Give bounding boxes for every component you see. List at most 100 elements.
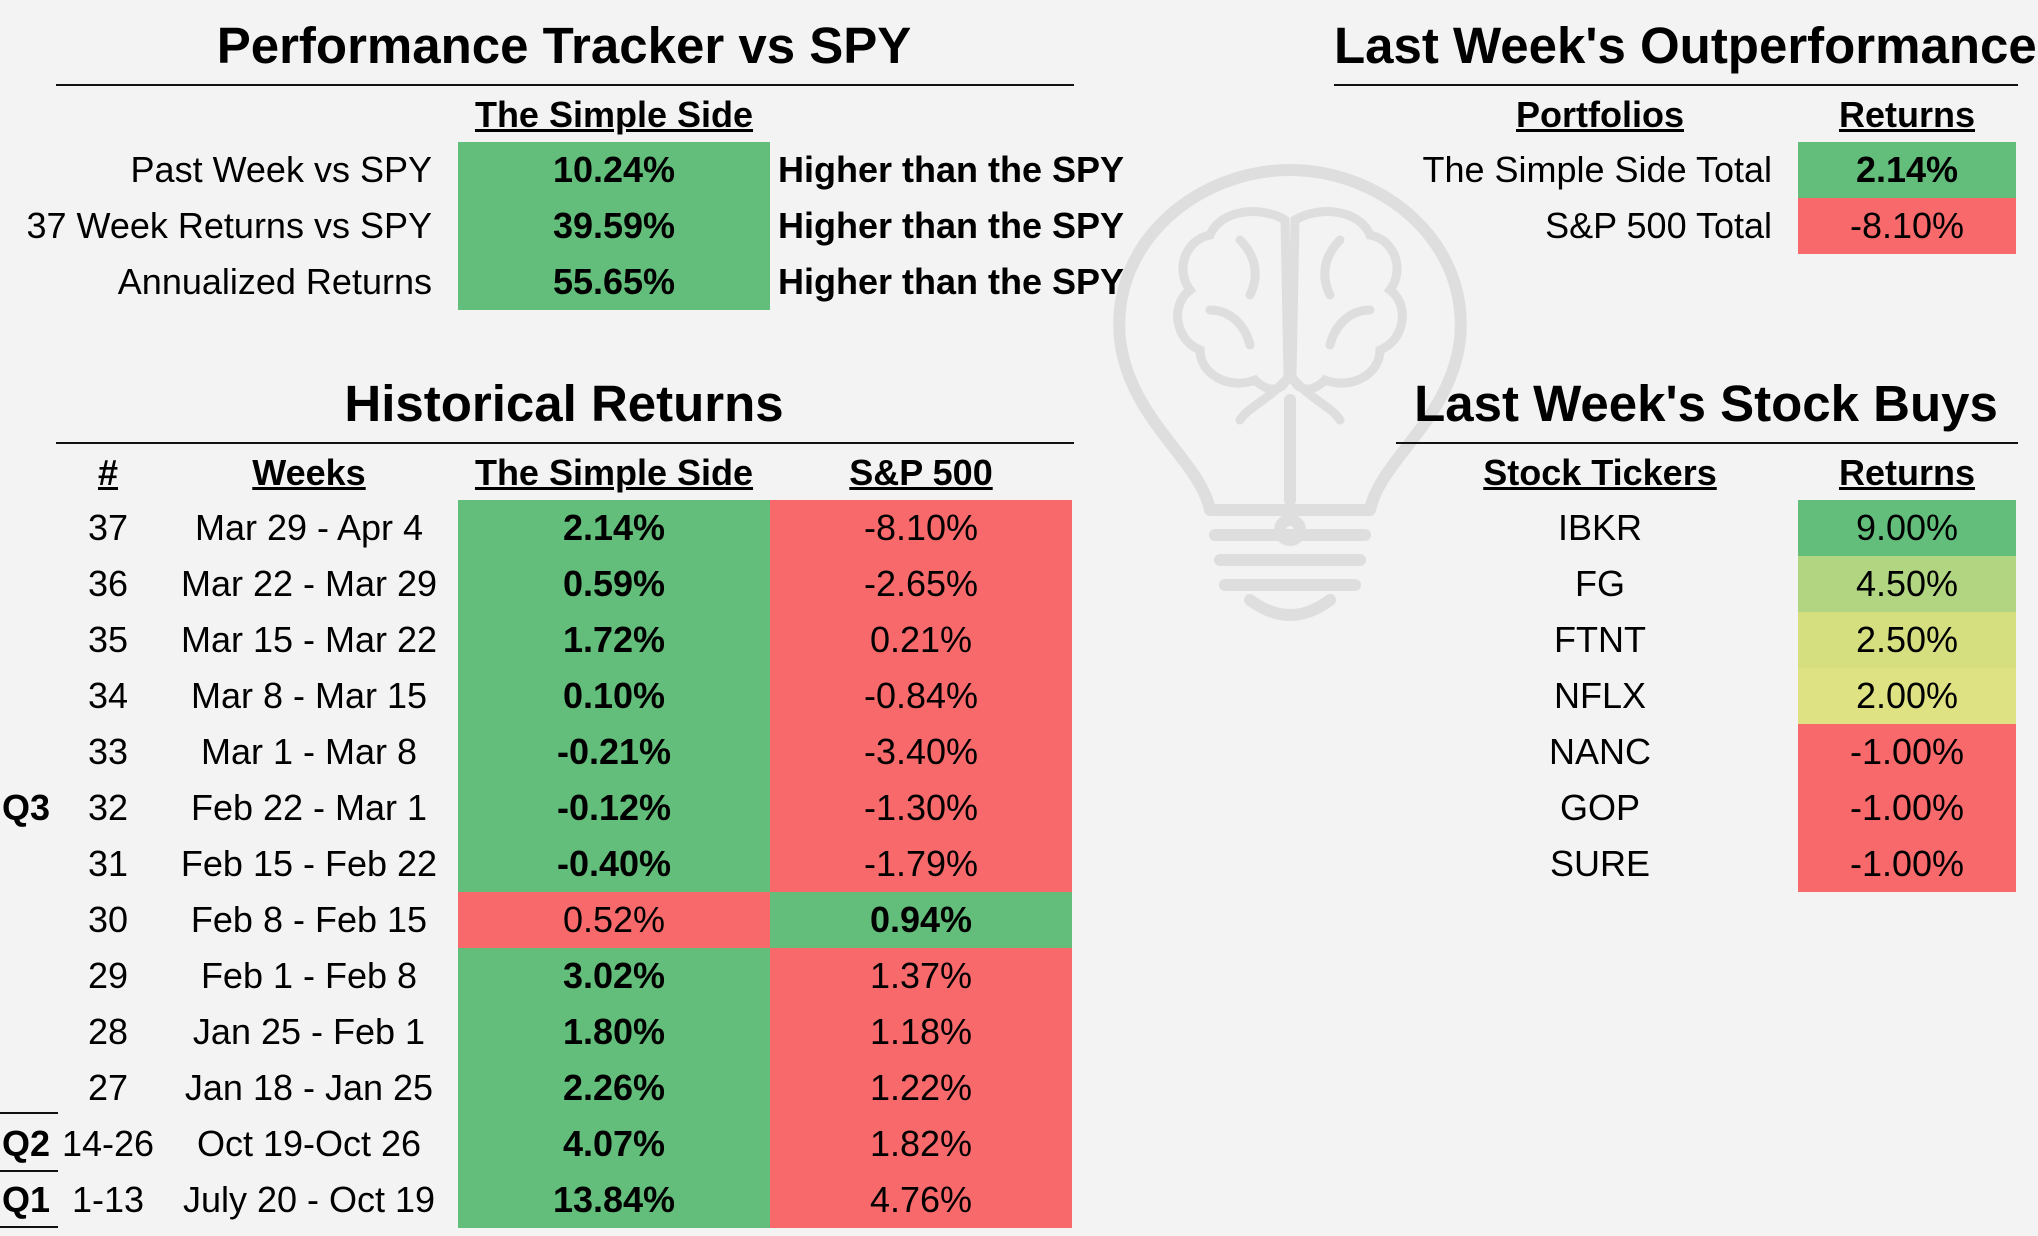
tracker-row-note: Higher than the SPY — [778, 149, 1125, 190]
stock-return: -1.00% — [1798, 780, 2016, 836]
quarter-divider — [0, 1170, 58, 1172]
historical-row-simple: 2.14% — [458, 500, 770, 556]
historical-row-weeks: Feb 15 - Feb 22 — [180, 843, 438, 884]
historical-num-header: # — [97, 452, 119, 493]
historical-row-sp: 1.22% — [770, 1060, 1072, 1116]
tracker-row-label: Past Week vs SPY — [130, 149, 432, 190]
outperformance-portfolios-header: Portfolios — [1516, 94, 1684, 135]
quarter-divider — [0, 1112, 58, 1114]
historical-row-weeks: Feb 22 - Mar 1 — [190, 787, 428, 828]
stock-return: 2.50% — [1798, 612, 2016, 668]
historical-row-weeks: Feb 8 - Feb 15 — [190, 899, 428, 940]
historical-row-weeks: Oct 19-Oct 26 — [196, 1123, 422, 1164]
stock-ticker: NANC — [1548, 731, 1651, 772]
tracker-row-label: Annualized Returns — [117, 261, 432, 302]
tracker-row-value: 55.65% — [458, 254, 770, 310]
historical-row-sp: 1.37% — [770, 948, 1072, 1004]
historical-row-num: 36 — [87, 563, 129, 604]
stock-return: -1.00% — [1798, 836, 2016, 892]
historical-row-num: 37 — [87, 507, 129, 548]
historical-row-sp: -3.40% — [770, 724, 1072, 780]
stock-return: -1.00% — [1798, 724, 2016, 780]
tracker-title: Performance Tracker vs SPY — [216, 17, 912, 74]
historical-row-sp: -8.10% — [770, 500, 1072, 556]
historical-row-sp: 1.82% — [770, 1116, 1072, 1172]
quarter-label-q2: Q2 — [2, 1123, 51, 1164]
stock-buys-returns-header: Returns — [1838, 452, 1976, 493]
tracker-row-label: 37 Week Returns vs SPY — [26, 205, 432, 246]
historical-row-num: 33 — [87, 731, 129, 772]
historical-row-sp: -1.79% — [770, 836, 1072, 892]
outperformance-return: 2.14% — [1798, 142, 2016, 198]
historical-simple-header: The Simple Side — [474, 452, 754, 493]
historical-row-num: 34 — [87, 675, 129, 716]
historical-sp-header: S&P 500 — [849, 452, 993, 493]
tracker-column-header: The Simple Side — [474, 94, 754, 135]
historical-row-simple: -0.21% — [458, 724, 770, 780]
historical-title: Historical Returns — [344, 375, 784, 432]
historical-row-sp: 1.18% — [770, 1004, 1072, 1060]
stock-ticker: SURE — [1549, 843, 1651, 884]
stock-return: 4.50% — [1798, 556, 2016, 612]
historical-row-simple: 3.02% — [458, 948, 770, 1004]
historical-row-weeks: Jan 18 - Jan 25 — [184, 1067, 434, 1108]
historical-row-sp: 0.94% — [770, 892, 1072, 948]
historical-row-sp: -0.84% — [770, 668, 1072, 724]
historical-row-simple: 1.80% — [458, 1004, 770, 1060]
quarter-label-q3: Q3 — [2, 787, 51, 828]
historical-row-sp: 0.21% — [770, 612, 1072, 668]
historical-row-weeks: Mar 22 - Mar 29 — [180, 563, 438, 604]
outperformance-portfolio: S&P 500 Total — [1545, 205, 1772, 246]
historical-row-simple: 2.26% — [458, 1060, 770, 1116]
outperformance-title-rule — [1334, 84, 2018, 86]
stock-buys-tickers-header: Stock Tickers — [1483, 452, 1717, 493]
historical-row-num: 35 — [87, 619, 129, 660]
tracker-row-value: 39.59% — [458, 198, 770, 254]
quarter-label-q1: Q1 — [2, 1179, 51, 1220]
stock-ticker: IBKR — [1557, 507, 1643, 548]
stock-return: 9.00% — [1798, 500, 2016, 556]
stock-ticker: FG — [1575, 563, 1625, 604]
stock-buys-title: Last Week's Stock Buys — [1414, 375, 1998, 432]
stock-ticker: GOP — [1559, 787, 1640, 828]
stock-buys-title-rule — [1396, 442, 2018, 444]
outperformance-title: Last Week's Outperformance — [1334, 17, 2037, 74]
lightbulb-brain-icon — [1113, 164, 1467, 621]
historical-row-num: 14-26 — [61, 1123, 155, 1164]
historical-row-num: 1-13 — [71, 1179, 145, 1220]
stock-ticker: FTNT — [1554, 619, 1646, 660]
outperformance-portfolio: The Simple Side Total — [1422, 149, 1772, 190]
tracker-row-note: Higher than the SPY — [778, 261, 1125, 302]
stock-return: 2.00% — [1798, 668, 2016, 724]
historical-row-simple: 1.72% — [458, 612, 770, 668]
quarter-divider — [0, 1226, 58, 1228]
historical-row-num: 29 — [87, 955, 129, 996]
historical-row-num: 27 — [87, 1067, 129, 1108]
historical-row-num: 28 — [87, 1011, 129, 1052]
historical-row-num: 32 — [87, 787, 129, 828]
historical-row-simple: 4.07% — [458, 1116, 770, 1172]
historical-title-rule — [56, 442, 1074, 444]
historical-row-simple: -0.40% — [458, 836, 770, 892]
outperformance-return: -8.10% — [1798, 198, 2016, 254]
historical-row-simple: 0.10% — [458, 668, 770, 724]
historical-row-num: 30 — [87, 899, 129, 940]
historical-row-weeks: July 20 - Oct 19 — [182, 1179, 436, 1220]
historical-row-weeks: Feb 1 - Feb 8 — [200, 955, 418, 996]
historical-row-weeks: Mar 15 - Mar 22 — [180, 619, 438, 660]
historical-weeks-header: Weeks — [252, 452, 366, 493]
historical-row-simple: 0.59% — [458, 556, 770, 612]
tracker-row-value: 10.24% — [458, 142, 770, 198]
historical-row-simple: -0.12% — [458, 780, 770, 836]
historical-row-weeks: Mar 29 - Apr 4 — [194, 507, 424, 548]
historical-row-weeks: Jan 25 - Feb 1 — [192, 1011, 426, 1052]
historical-row-num: 31 — [87, 843, 129, 884]
historical-row-simple: 0.52% — [458, 892, 770, 948]
historical-row-simple: 13.84% — [458, 1172, 770, 1228]
tracker-row-note: Higher than the SPY — [778, 205, 1125, 246]
outperformance-returns-header: Returns — [1838, 94, 1976, 135]
historical-row-sp: -2.65% — [770, 556, 1072, 612]
historical-row-sp: -1.30% — [770, 780, 1072, 836]
stock-ticker: NFLX — [1553, 675, 1647, 716]
tracker-title-rule — [56, 84, 1074, 86]
